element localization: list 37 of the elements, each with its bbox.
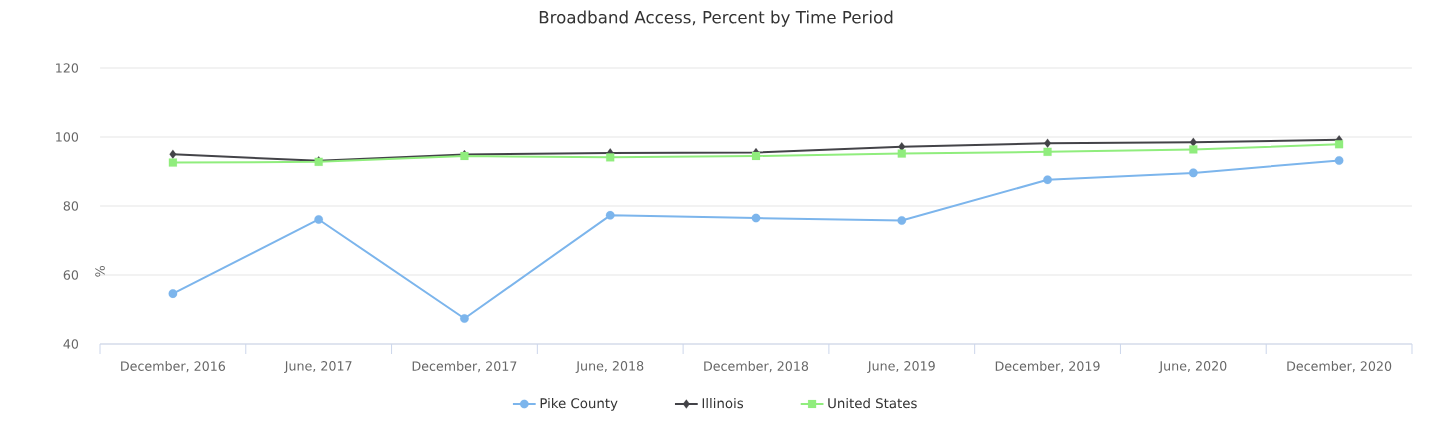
- point: [897, 216, 907, 225]
- x-tick-label: December, 2016: [121, 361, 226, 373]
- point: [605, 210, 615, 220]
- point: [1189, 145, 1198, 154]
- x-tick-label: June, 2019: [867, 361, 935, 373]
- point: [1043, 147, 1052, 156]
- point: [751, 213, 761, 223]
- x-tick-label: December, 2020: [1287, 361, 1392, 373]
- point: [1044, 138, 1052, 148]
- legend-label: Pike County: [540, 397, 618, 411]
- point: [168, 289, 178, 298]
- chart-title: Broadband Access, Percent by Time Period: [539, 10, 893, 27]
- point: [1188, 168, 1198, 178]
- x-tick-label: June, 2020: [1158, 361, 1227, 373]
- y-tick-label: 100: [56, 132, 79, 142]
- point: [897, 149, 906, 158]
- point: [460, 314, 469, 323]
- point: [1335, 140, 1344, 149]
- point: [314, 215, 324, 224]
- y-tick-label: 120: [56, 63, 79, 73]
- point: [606, 153, 615, 162]
- y-tick-label: 80: [63, 201, 79, 211]
- x-tick-label: December, 2019: [995, 361, 1100, 373]
- point: [1334, 156, 1344, 165]
- x-tick-label: June, 2018: [575, 361, 644, 373]
- x-tick-label: December, 2017: [412, 361, 517, 373]
- x-tick-label: December, 2018: [704, 361, 809, 373]
- legend-label: Illinois: [702, 397, 744, 409]
- y-tick-label: 60: [63, 270, 79, 280]
- point: [751, 151, 761, 161]
- point: [169, 149, 177, 159]
- point: [168, 158, 177, 167]
- point: [1043, 175, 1052, 185]
- legend-label: United States: [828, 397, 917, 409]
- y-tick-label: 40: [63, 339, 79, 349]
- y-axis-title: %: [95, 266, 105, 277]
- x-tick-label: June, 2017: [284, 361, 352, 373]
